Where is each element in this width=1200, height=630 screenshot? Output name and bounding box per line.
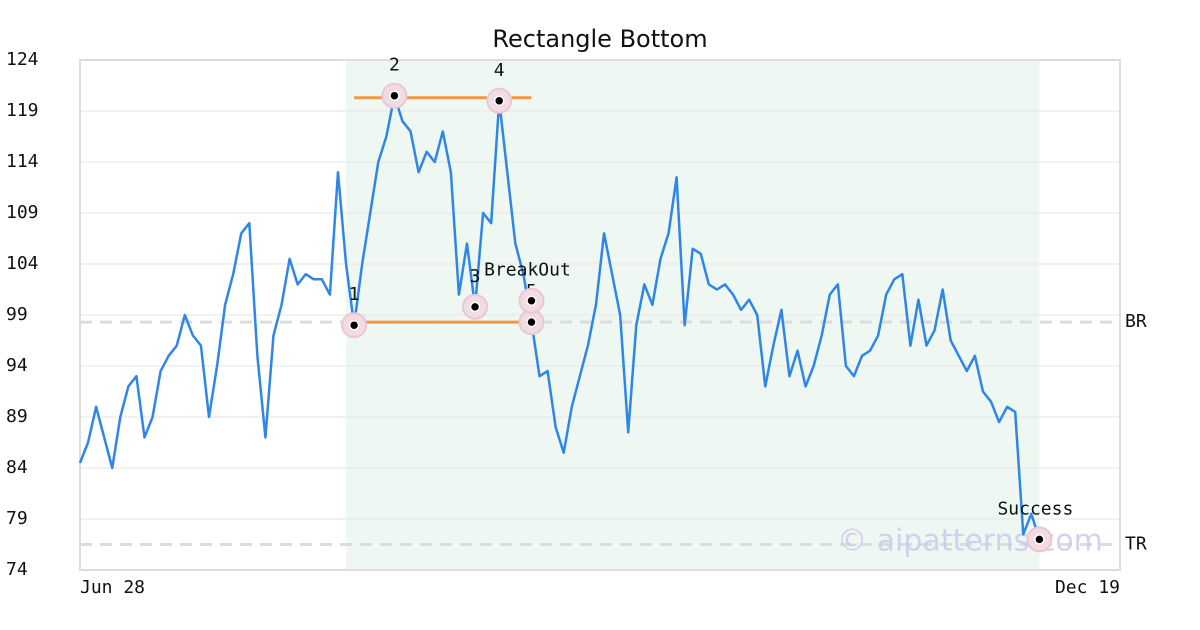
- y-tick-label: 114: [6, 151, 39, 172]
- y-tick-label: 99: [6, 304, 28, 325]
- price-line: [78, 94, 1041, 540]
- y-tick-label: 119: [6, 100, 39, 121]
- level-label: TR: [1125, 534, 1147, 555]
- point-dot: [526, 295, 537, 306]
- y-tick-label: 94: [6, 355, 28, 376]
- annotation-label: BreakOut: [484, 260, 571, 281]
- point-label: 4: [494, 60, 505, 81]
- watermark: © aipatterns.com: [837, 524, 1103, 559]
- y-tick-label: 79: [6, 508, 28, 529]
- y-tick-label: 74: [6, 559, 28, 580]
- y-tick-label: 84: [6, 457, 28, 478]
- annotation-label: Success: [997, 498, 1073, 519]
- level-label: BR: [1125, 311, 1147, 332]
- x-tick-label: Dec 19: [1055, 577, 1120, 598]
- x-tick-label: Jun 28: [80, 577, 145, 598]
- point-dot: [1034, 534, 1045, 545]
- y-tick-label: 104: [6, 253, 39, 274]
- point-dot: [493, 95, 505, 107]
- point-label: 2: [389, 55, 400, 76]
- point-dot: [469, 301, 481, 313]
- point-label: 1: [349, 284, 360, 305]
- y-tick-label: 89: [6, 406, 28, 427]
- point-label: 3: [470, 266, 481, 287]
- plot-border: [79, 59, 1121, 571]
- y-tick-label: 109: [6, 202, 39, 223]
- chart-title: Rectangle Bottom: [492, 25, 707, 53]
- point-dot: [526, 316, 537, 328]
- point-dot: [389, 90, 400, 101]
- y-tick-label: 124: [6, 49, 39, 70]
- point-dot: [348, 319, 360, 331]
